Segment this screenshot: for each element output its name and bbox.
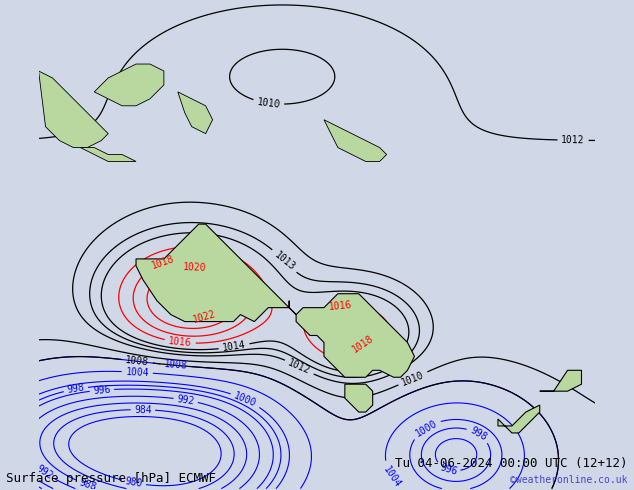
Text: 1018: 1018 xyxy=(151,254,176,271)
Polygon shape xyxy=(324,120,387,162)
Polygon shape xyxy=(136,224,415,377)
Text: 996: 996 xyxy=(93,385,111,396)
Text: 1010: 1010 xyxy=(400,369,425,388)
Text: ©weatheronline.co.uk: ©weatheronline.co.uk xyxy=(510,475,628,485)
Text: 1004: 1004 xyxy=(381,465,403,490)
Text: 1012: 1012 xyxy=(561,135,585,146)
Text: 1000: 1000 xyxy=(233,391,258,409)
Text: 980: 980 xyxy=(124,476,143,489)
Text: 998: 998 xyxy=(67,383,86,395)
Polygon shape xyxy=(81,147,136,162)
Text: 1012: 1012 xyxy=(287,358,312,376)
Text: 1020: 1020 xyxy=(183,262,207,273)
Text: Tu 04-06-2024 00:00 UTC (12+12): Tu 04-06-2024 00:00 UTC (12+12) xyxy=(395,457,628,470)
Text: 1022: 1022 xyxy=(191,309,217,325)
Text: 1014: 1014 xyxy=(222,340,247,353)
Text: 988: 988 xyxy=(77,477,98,490)
Text: 1008: 1008 xyxy=(125,355,150,368)
Text: 992: 992 xyxy=(176,394,195,406)
Polygon shape xyxy=(178,92,212,134)
Text: 992: 992 xyxy=(34,463,55,481)
Text: 1000: 1000 xyxy=(413,417,439,438)
Text: 1018: 1018 xyxy=(350,333,375,354)
Polygon shape xyxy=(39,71,108,147)
Text: 998: 998 xyxy=(468,425,488,443)
Polygon shape xyxy=(540,370,581,391)
Polygon shape xyxy=(345,384,373,412)
Text: 1013: 1013 xyxy=(272,249,297,272)
Text: 996: 996 xyxy=(439,462,458,477)
Text: 1004: 1004 xyxy=(126,367,149,378)
Text: 1016: 1016 xyxy=(328,300,353,312)
Text: 984: 984 xyxy=(134,405,152,415)
Polygon shape xyxy=(498,405,540,433)
Text: 1010: 1010 xyxy=(256,97,281,110)
Text: 1008: 1008 xyxy=(164,360,188,371)
Text: Surface pressure [hPa] ECMWF: Surface pressure [hPa] ECMWF xyxy=(6,472,216,485)
Polygon shape xyxy=(94,64,164,106)
Text: 1016: 1016 xyxy=(168,336,192,348)
